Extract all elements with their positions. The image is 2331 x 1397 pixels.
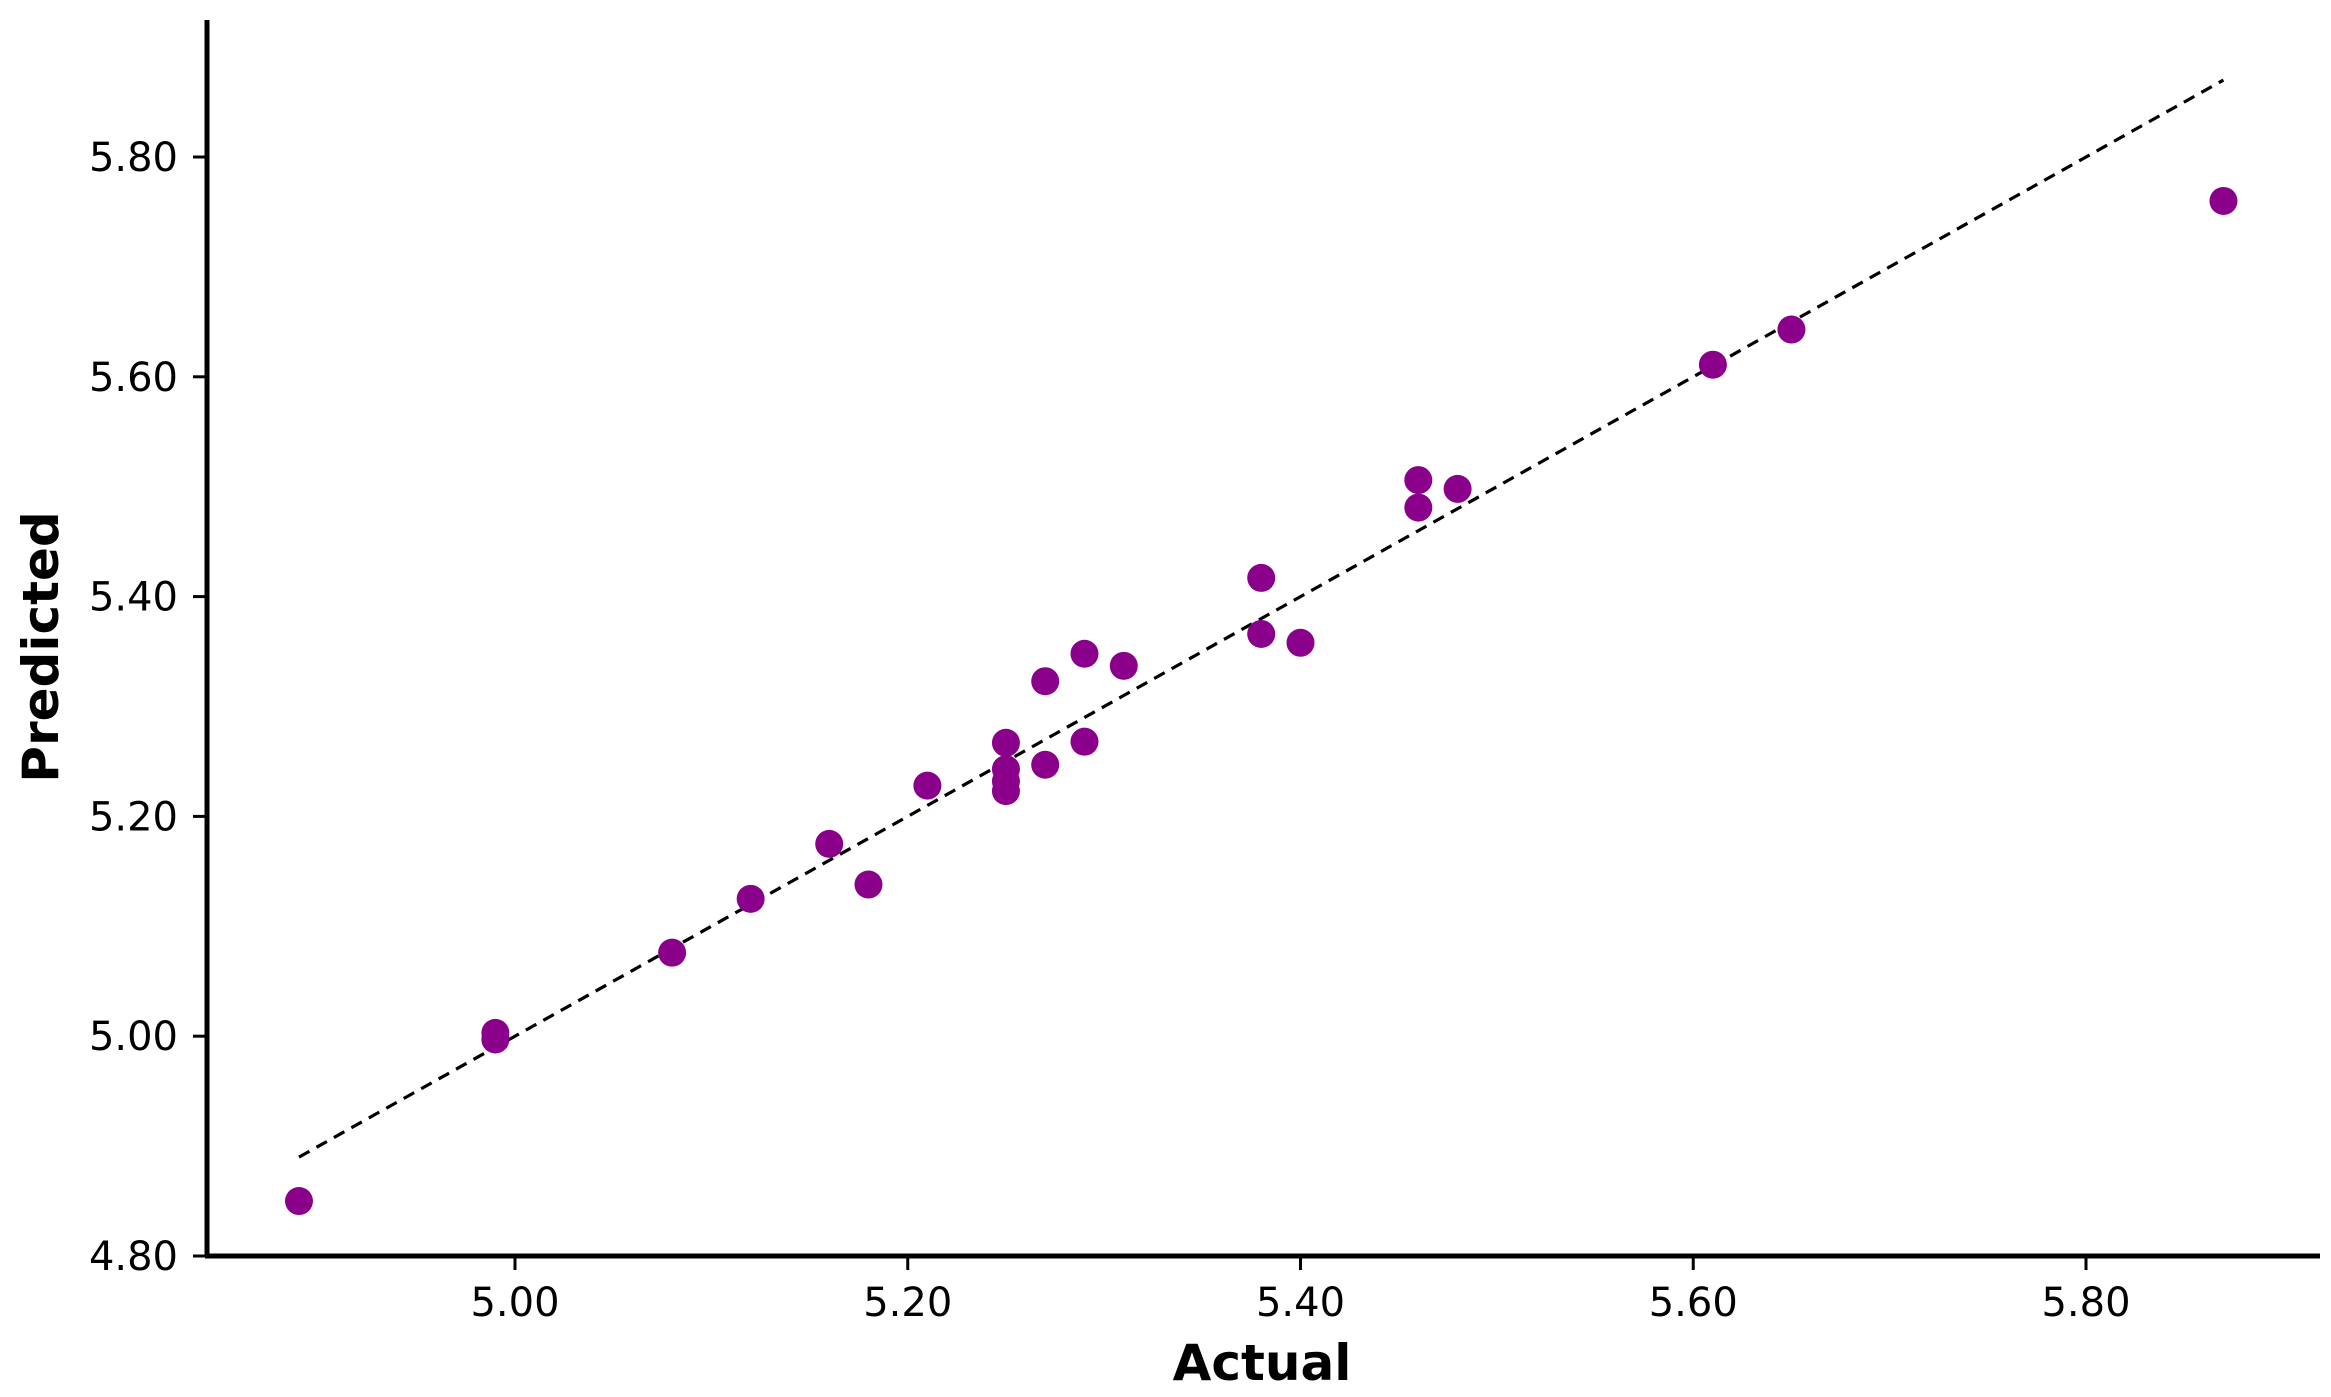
x-axis-title: Actual [1173,1334,1352,1392]
x-ticks-layer: 5.00 5.20 5.40 5.60 5.80 [470,1256,2131,1326]
data-points-layer [284,186,2238,1216]
y-tick-label: 5.60 [89,355,178,401]
data-point [736,884,765,913]
data-point [1247,619,1276,648]
x-tick-label: 5.80 [2041,1280,2130,1326]
x-tick-label: 5.60 [1649,1280,1738,1326]
y-tick-label: 5.80 [89,135,178,181]
data-point [1443,474,1472,503]
y-tick-label: 4.80 [89,1234,178,1280]
data-point [2209,186,2238,215]
data-point [1031,750,1060,779]
y-axis-title: Predicted [12,511,70,782]
data-point [1109,651,1138,680]
data-point [991,777,1020,806]
reference-line [298,78,2225,1159]
x-tick-label: 5.00 [470,1280,559,1326]
y-tick-label: 5.00 [89,1014,178,1060]
data-point [658,938,687,967]
axes-layer [204,20,2320,1259]
data-point [854,870,883,899]
x-tick-label: 5.20 [863,1280,952,1326]
data-point [1247,563,1276,592]
data-point [1031,667,1060,696]
data-point [991,728,1020,757]
y-tick-label: 5.40 [89,575,178,621]
data-point [1777,315,1806,344]
data-point [481,1025,510,1054]
x-tick-label: 5.40 [1256,1280,1345,1326]
data-point [1404,493,1433,522]
data-point [1404,466,1433,495]
data-point [1070,639,1099,668]
data-point [1070,727,1099,756]
data-point [1286,628,1315,657]
data-point [913,771,942,800]
data-point [1698,350,1727,379]
data-point [815,829,844,858]
data-point [284,1187,313,1216]
y-tick-label: 5.20 [89,794,178,840]
y-ticks-layer: 4.80 5.00 5.20 5.40 5.60 5.80 [89,135,207,1280]
reference-line-layer [298,78,2225,1159]
